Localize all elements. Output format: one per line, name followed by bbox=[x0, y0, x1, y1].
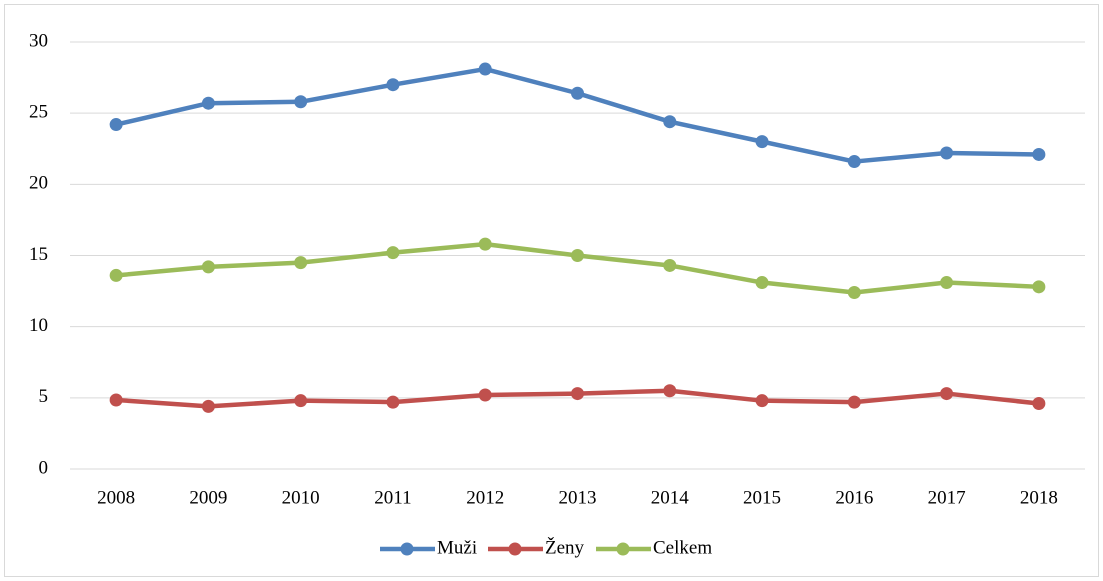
data-point bbox=[1032, 280, 1046, 294]
data-point bbox=[294, 394, 308, 408]
x-tick-label: 2013 bbox=[559, 487, 597, 508]
data-point bbox=[663, 258, 677, 272]
data-point bbox=[571, 86, 584, 100]
y-tick-label: 25 bbox=[29, 102, 48, 123]
y-tick-label: 30 bbox=[29, 30, 48, 51]
data-point bbox=[1032, 397, 1046, 411]
data-point bbox=[294, 95, 308, 109]
data-point bbox=[847, 155, 861, 169]
data-point bbox=[294, 256, 308, 270]
legend-marker bbox=[616, 542, 630, 556]
x-tick-label: 2010 bbox=[282, 487, 320, 508]
data-point bbox=[847, 286, 861, 300]
data-point bbox=[755, 276, 769, 290]
data-point bbox=[571, 249, 584, 262]
data-point bbox=[940, 276, 954, 290]
y-tick-label: 0 bbox=[39, 457, 49, 478]
data-point bbox=[571, 387, 584, 401]
data-point bbox=[386, 395, 400, 409]
x-tick-label: 2011 bbox=[374, 487, 411, 508]
x-tick-label: 2008 bbox=[97, 487, 135, 508]
x-tick-label: 2014 bbox=[651, 487, 690, 508]
data-point bbox=[847, 395, 861, 409]
x-tick-label: 2009 bbox=[189, 487, 227, 508]
data-point bbox=[478, 237, 492, 251]
x-tick-label: 2018 bbox=[1020, 487, 1058, 508]
data-point bbox=[663, 384, 677, 398]
data-point bbox=[755, 135, 769, 149]
x-tick-label: 2015 bbox=[743, 487, 781, 508]
legend-marker bbox=[400, 542, 414, 556]
data-point bbox=[386, 246, 400, 260]
data-point bbox=[1032, 147, 1046, 161]
data-point bbox=[109, 118, 123, 132]
y-tick-label: 10 bbox=[29, 315, 48, 336]
y-tick-label: 20 bbox=[29, 173, 48, 194]
data-point bbox=[940, 146, 954, 160]
legend-label: Muži bbox=[437, 537, 477, 558]
legend-marker bbox=[508, 542, 522, 556]
data-point bbox=[201, 260, 215, 274]
data-point bbox=[478, 388, 492, 402]
chart-border bbox=[4, 4, 1099, 577]
data-point bbox=[201, 96, 215, 110]
data-point bbox=[755, 394, 769, 408]
data-point bbox=[940, 387, 954, 401]
data-point bbox=[478, 62, 492, 76]
legend-label: Ženy bbox=[545, 536, 585, 558]
x-tick-label: 2017 bbox=[928, 487, 966, 508]
data-point bbox=[109, 268, 123, 282]
legend-label: Celkem bbox=[653, 537, 712, 558]
y-tick-label: 15 bbox=[29, 244, 48, 265]
data-point bbox=[386, 78, 400, 92]
data-point bbox=[663, 115, 677, 129]
x-tick-label: 2016 bbox=[835, 487, 873, 508]
y-tick-label: 5 bbox=[39, 386, 49, 407]
data-point bbox=[201, 399, 215, 413]
data-point bbox=[109, 393, 123, 407]
x-tick-label: 2012 bbox=[466, 487, 504, 508]
